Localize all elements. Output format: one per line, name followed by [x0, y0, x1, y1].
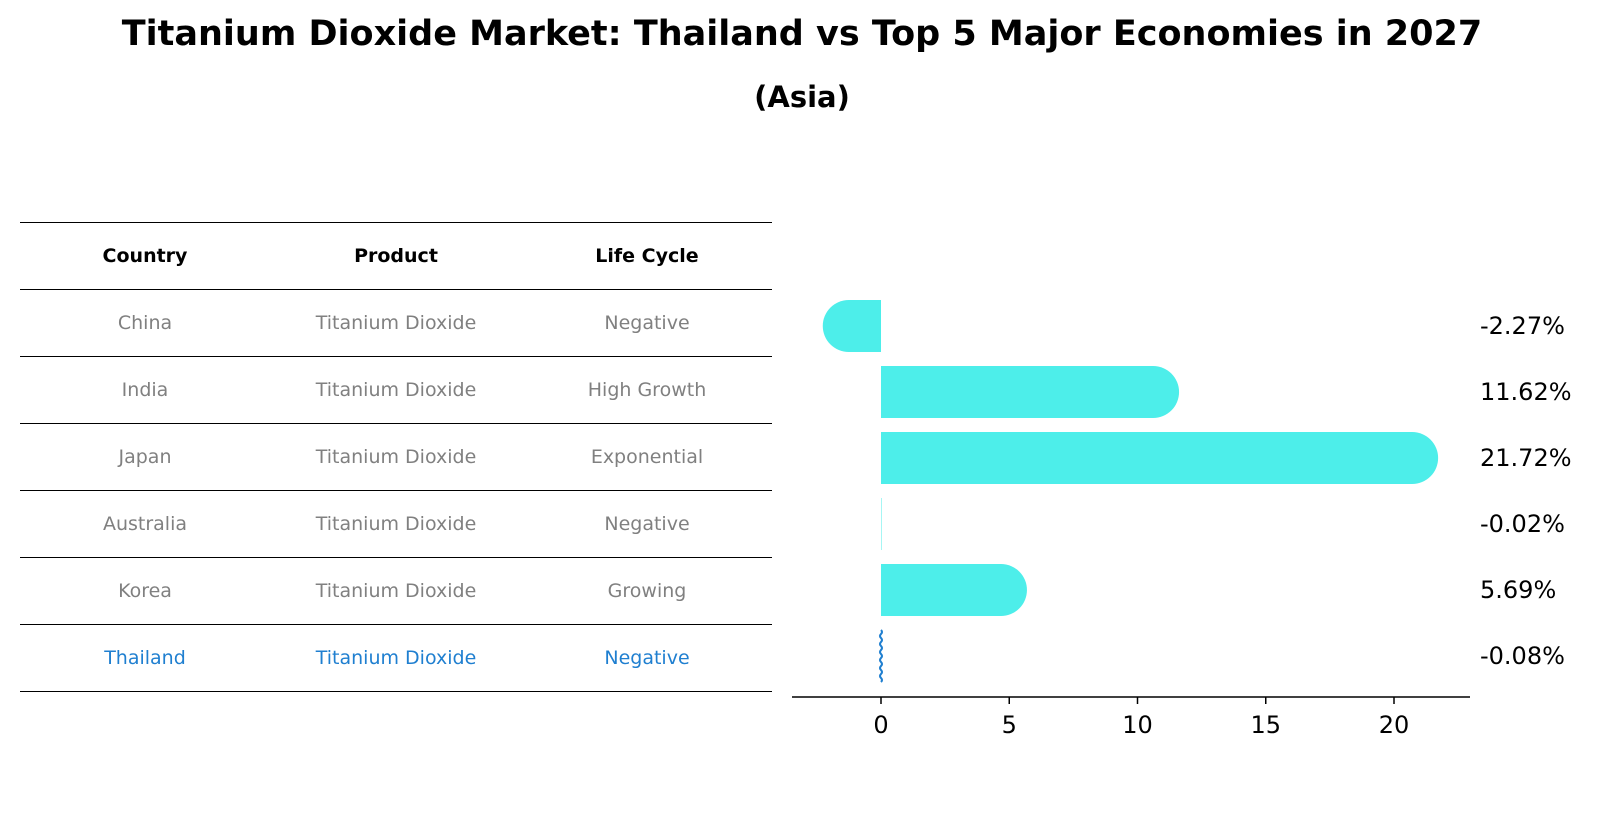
- cell-product: Titanium Dioxide: [315, 580, 477, 602]
- value-label: -0.08%: [1480, 642, 1565, 670]
- cell-life-cycle: High Growth: [587, 379, 707, 401]
- table-row: Korea Titanium Dioxide Growing: [20, 558, 772, 625]
- cell-life-cycle: Negative: [604, 647, 690, 669]
- x-tick-label: 5: [1002, 711, 1017, 739]
- cell-country: China: [117, 312, 173, 334]
- x-tick-label: 15: [1250, 711, 1281, 739]
- cell-life-cycle: Growing: [607, 580, 687, 602]
- value-label: -0.02%: [1480, 510, 1565, 538]
- x-tick-label: 0: [873, 711, 888, 739]
- header-life-cycle: Life Cycle: [595, 245, 699, 267]
- bar-australia: [881, 498, 882, 550]
- cell-life-cycle: Negative: [604, 312, 690, 334]
- cell-country: Thailand: [104, 647, 186, 669]
- bar-japan: [881, 432, 1439, 484]
- cell-life-cycle: Exponential: [590, 446, 704, 468]
- data-table: Country Product Life Cycle China Titaniu…: [20, 222, 772, 692]
- cell-product: Titanium Dioxide: [315, 312, 477, 334]
- table-row: China Titanium Dioxide Negative: [20, 290, 772, 357]
- chart-title: Titanium Dioxide Market: Thailand vs Top…: [121, 14, 1483, 54]
- chart-subtitle: (Asia): [754, 80, 850, 114]
- bar-korea: [881, 564, 1027, 616]
- bar-china: [822, 300, 881, 352]
- cell-product: Titanium Dioxide: [315, 647, 477, 669]
- x-tick-label: 20: [1379, 711, 1410, 739]
- x-tick-label: 10: [1122, 711, 1153, 739]
- cell-country: India: [121, 379, 169, 401]
- cell-country: Japan: [118, 446, 172, 468]
- header-product: Product: [354, 245, 438, 267]
- cell-product: Titanium Dioxide: [315, 379, 477, 401]
- value-label: 21.72%: [1480, 444, 1572, 472]
- cell-country: Korea: [118, 580, 172, 602]
- cell-product: Titanium Dioxide: [315, 513, 477, 535]
- cell-product: Titanium Dioxide: [315, 446, 477, 468]
- table-row-highlight: Thailand Titanium Dioxide Negative: [20, 625, 772, 692]
- bar-thailand: [879, 629, 883, 683]
- bar-india: [881, 366, 1180, 418]
- value-label: 11.62%: [1480, 378, 1572, 406]
- cell-country: Australia: [102, 513, 188, 535]
- table-row: Japan Titanium Dioxide Exponential: [20, 424, 772, 491]
- cell-life-cycle: Negative: [604, 513, 690, 535]
- table-row: India Titanium Dioxide High Growth: [20, 357, 772, 424]
- table-header-row: Country Product Life Cycle: [20, 222, 772, 290]
- header-country: Country: [102, 245, 188, 267]
- value-label: 5.69%: [1480, 576, 1556, 604]
- value-label: -2.27%: [1480, 312, 1565, 340]
- table-row: Australia Titanium Dioxide Negative: [20, 491, 772, 558]
